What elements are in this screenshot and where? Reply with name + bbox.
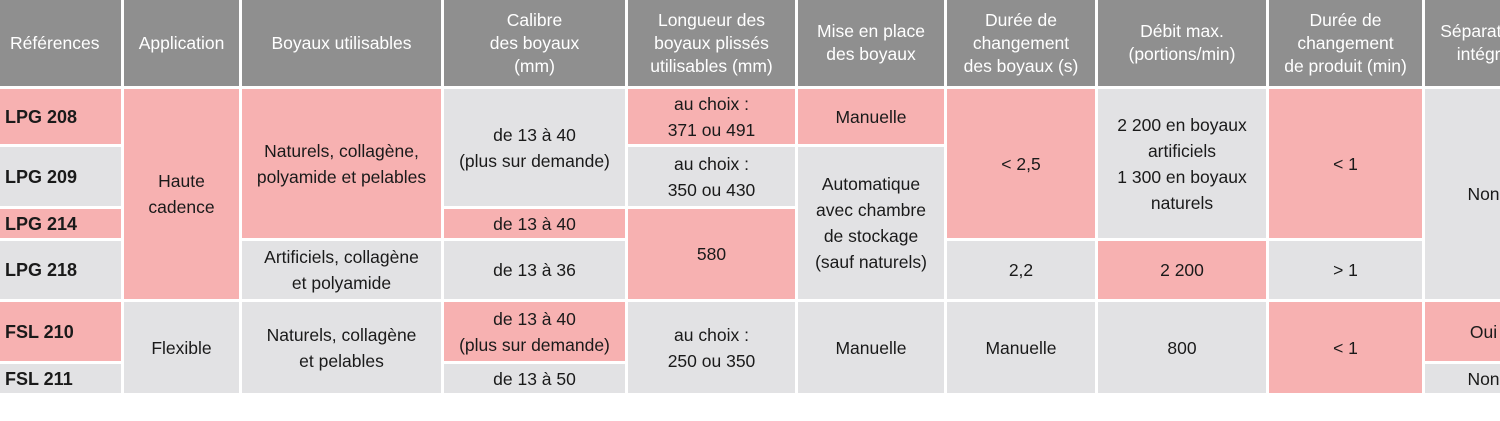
- header-duree-produit: Durée de changement de produit (min): [1269, 0, 1422, 86]
- duree-produit-cell: < 1: [1269, 89, 1422, 238]
- ref-cell: LPG 208: [0, 89, 121, 144]
- longueur-cell: 580: [628, 209, 795, 299]
- ref-cell: LPG 209: [0, 147, 121, 206]
- table-row: FSL 211 de 13 à 50 Non: [0, 364, 1500, 393]
- ref-cell: FSL 210: [0, 302, 121, 361]
- duree-boyaux-cell: < 2,5: [947, 89, 1095, 238]
- mise-en-place-cell: Manuelle: [798, 89, 944, 144]
- longueur-cell: au choix :250 ou 350: [628, 302, 795, 393]
- debit-cell: 2 200 en boyaux artificiels 1 300 en boyau…: [1098, 89, 1266, 238]
- table-row: FSL 210 Flexible Naturels, collagène et p…: [0, 302, 1500, 393]
- ref-cell: LPG 214: [0, 209, 121, 238]
- mise-en-place-cell: Automatique avec chambre de stockage (sauf …: [798, 147, 944, 299]
- separateur-cell: Non: [1425, 364, 1500, 393]
- header-debit: Débit max. (portions/min): [1098, 0, 1266, 86]
- header-calibre: Calibre des boyaux (mm): [444, 0, 625, 86]
- table-row: LPG 208 Haute cadence Naturels, collagène…: [0, 89, 1500, 299]
- debit-cell: 2 200: [1098, 241, 1266, 299]
- duree-produit-cell: < 1: [1269, 302, 1422, 393]
- header-duree-boyaux: Durée de changement des boyaux (s): [947, 0, 1095, 86]
- table-row: LPG 218 Artificiels, collagène et polyami…: [0, 241, 1500, 299]
- separateur-cell: Oui: [1425, 302, 1500, 361]
- calibre-cell: de 13 à 40 (plus sur demande): [444, 89, 625, 206]
- header-separateur: Séparateurintégré: [1425, 0, 1500, 86]
- table-row: LPG 214 de 13 à 40 580: [0, 209, 1500, 299]
- mise-en-place-cell: Manuelle: [798, 302, 944, 393]
- header-references: Références: [0, 0, 121, 86]
- specifications-table: Références Application Boyaux utilisable…: [0, 0, 1500, 393]
- header-row: Références Application Boyaux utilisable…: [0, 0, 1500, 86]
- boyaux-cell: Naturels, collagène, polyamide et pelable…: [242, 89, 441, 238]
- duree-boyaux-cell: 2,2: [947, 241, 1095, 299]
- header-application: Application: [124, 0, 239, 86]
- longueur-cell: au choix :350 ou 430: [628, 147, 795, 206]
- table-row: LPG 209 au choix :350 ou 430 Automatique…: [0, 147, 1500, 299]
- boyaux-cell: Naturels, collagène et pelables: [242, 302, 441, 393]
- debit-cell: 800: [1098, 302, 1266, 393]
- header-mise-en-place: Mise en place des boyaux: [798, 0, 944, 86]
- ref-cell: FSL 211: [0, 364, 121, 393]
- boyaux-cell: Artificiels, collagène et polyamide: [242, 241, 441, 299]
- separateur-cell: Non: [1425, 89, 1500, 299]
- duree-boyaux-cell: Manuelle: [947, 302, 1095, 393]
- longueur-cell: au choix :371 ou 491: [628, 89, 795, 144]
- application-cell: Flexible: [124, 302, 239, 393]
- header-boyaux: Boyaux utilisables: [242, 0, 441, 86]
- calibre-cell: de 13 à 40: [444, 209, 625, 238]
- calibre-cell: de 13 à 36: [444, 241, 625, 299]
- calibre-cell: de 13 à 40 (plus sur demande): [444, 302, 625, 361]
- ref-cell: LPG 218: [0, 241, 121, 299]
- duree-produit-cell: > 1: [1269, 241, 1422, 299]
- calibre-cell: de 13 à 50: [444, 364, 625, 393]
- header-longueur: Longueur des boyaux plissés utilisables (m…: [628, 0, 795, 86]
- application-cell: Haute cadence: [124, 89, 239, 299]
